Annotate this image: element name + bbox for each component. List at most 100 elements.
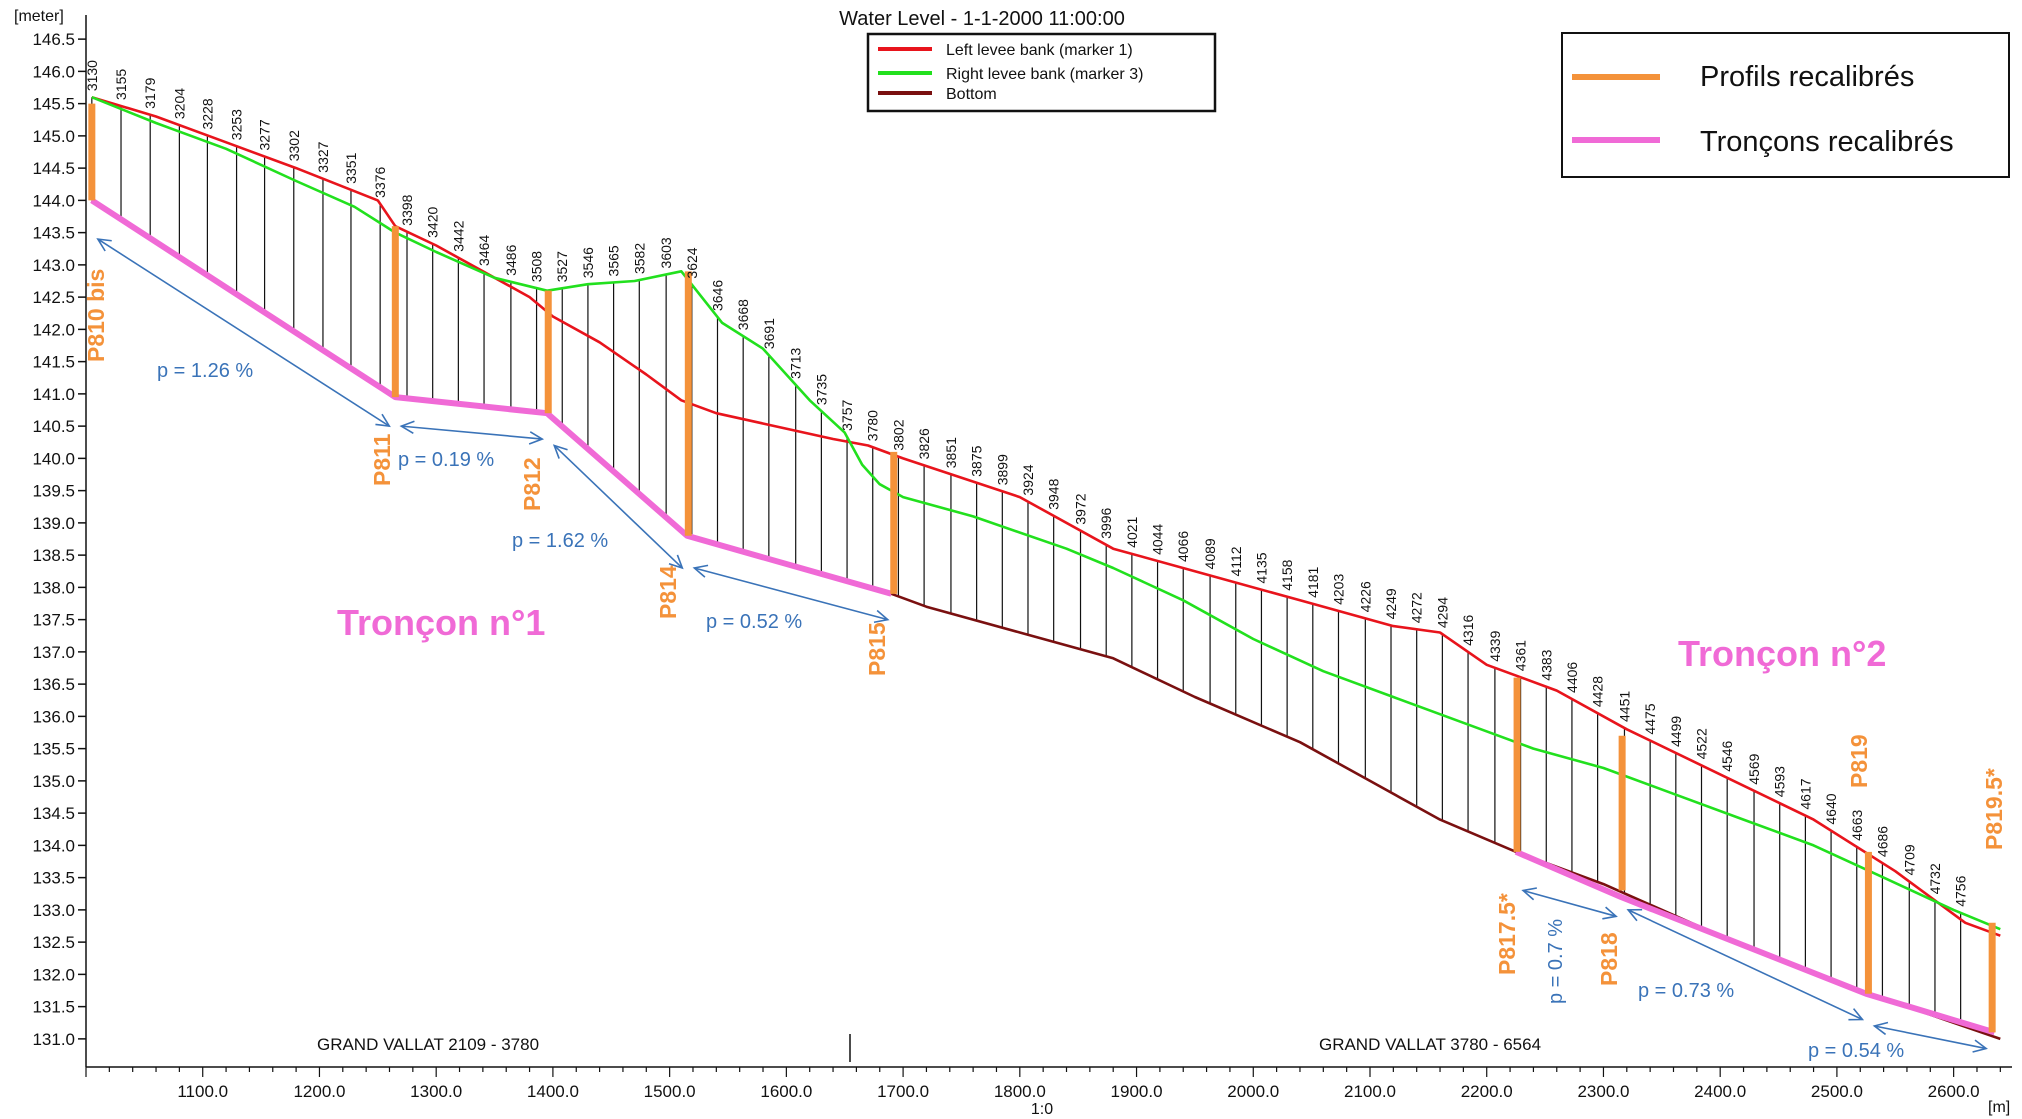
- chainage-label: 4593: [1772, 766, 1788, 797]
- x-tick-label: 1500.0: [644, 1082, 696, 1101]
- x-tick-label: 1400.0: [527, 1082, 579, 1101]
- chainage-label: 3327: [315, 141, 331, 172]
- y-tick-label: 138.5: [32, 546, 75, 565]
- section-label-1: Tronçon n°1: [337, 602, 545, 643]
- slope-label-4: p = 0.52 %: [706, 611, 802, 633]
- x-tick-label: 1900.0: [1111, 1082, 1163, 1101]
- chainage-label: 4499: [1668, 716, 1684, 747]
- y-tick-label: 144.5: [32, 159, 75, 178]
- x-tick-label: 2600.0: [1928, 1082, 1980, 1101]
- x-tick-label: 1300.0: [410, 1082, 462, 1101]
- chainage-label: 3351: [343, 152, 359, 183]
- chainage-label: 4089: [1202, 538, 1218, 569]
- profile-label-p817-5: P817.5*: [1494, 893, 1520, 975]
- chainage-label: 4158: [1279, 559, 1295, 590]
- y-tick-label: 143.0: [32, 256, 75, 275]
- slope-arrow-head: [1848, 1008, 1865, 1021]
- y-tick-label: 132.0: [32, 965, 75, 984]
- chainage-label: 4451: [1616, 691, 1632, 722]
- slope-arrow-head: [1521, 887, 1537, 901]
- profile-label-p812: P812: [519, 457, 545, 511]
- series-line-right-bank: [91, 95, 2001, 931]
- chainage-label: 3398: [399, 194, 415, 225]
- y-axis-label: [meter]: [14, 8, 64, 25]
- chainage-label: 4294: [1434, 597, 1450, 628]
- y-tick-label: 143.5: [32, 224, 75, 243]
- y-tick-label: 146.5: [32, 30, 75, 49]
- chainage-label: 3277: [257, 119, 273, 150]
- y-tick-label: 135.0: [32, 772, 75, 791]
- chainage-label: 4640: [1823, 793, 1839, 824]
- chainage-label: 3899: [994, 454, 1010, 485]
- y-tick-label: 139.5: [32, 482, 75, 501]
- chainage-label: 3780: [865, 410, 881, 441]
- y-tick-label: 142.5: [32, 288, 75, 307]
- y-tick-label: 146.0: [32, 62, 75, 81]
- chainage-label: 3155: [113, 69, 129, 100]
- y-tick-label: 141.0: [32, 385, 75, 404]
- recalibrated-profiles: [88, 103, 1996, 1033]
- y-tick-label: 145.5: [32, 95, 75, 114]
- profile-label-p815: P815: [864, 622, 890, 676]
- cross-section-lines: [91, 97, 1962, 1026]
- chainage-label: 3546: [580, 247, 596, 278]
- slope-arrow-head: [552, 444, 568, 459]
- branch-label-2: GRAND VALLAT 3780 - 6564: [1319, 1035, 1541, 1054]
- slope-arrow-head: [1602, 906, 1618, 920]
- slope-label-5: p = 0.7 %: [1545, 919, 1567, 1004]
- x-tick-label: 2200.0: [1461, 1082, 1513, 1101]
- chainage-label: 3713: [788, 347, 804, 378]
- chainage-label: 4475: [1642, 703, 1658, 734]
- slope-arrow-head: [873, 609, 890, 624]
- slope-arrow-head: [528, 431, 545, 445]
- y-tick-label: 136.5: [32, 675, 75, 694]
- slope-arrow-shaft: [553, 444, 683, 569]
- x-tick-label: 1700.0: [877, 1082, 929, 1101]
- slope-arrow-shaft: [1522, 889, 1617, 918]
- slope-arrow-head: [692, 564, 709, 578]
- chainage-label: 3130: [84, 60, 100, 91]
- chainage-label: 3802: [890, 419, 906, 450]
- y-tick-label: 137.5: [32, 611, 75, 630]
- recalibrated-section-2: [1514, 849, 1996, 1036]
- chainage-label: 3253: [229, 109, 245, 140]
- chainage-label: 4249: [1383, 588, 1399, 619]
- y-tick-label: 132.5: [32, 933, 75, 952]
- chainage-label: 3376: [372, 166, 388, 197]
- chainage-label: 3851: [943, 437, 959, 468]
- y-tick-label: 144.0: [32, 191, 75, 210]
- x-axis-label: [m]: [1988, 1099, 2010, 1116]
- chainage-label: 4226: [1357, 581, 1373, 612]
- legend-label-profiles: Profils recalibrés: [1700, 61, 1914, 93]
- y-tick-label: 133.5: [32, 869, 75, 888]
- chainage-label: 3972: [1073, 493, 1089, 524]
- chainage-label: 4406: [1564, 662, 1580, 693]
- profile-label-p819-5: P819.5*: [1981, 768, 2007, 850]
- y-tick-label: 134.0: [32, 836, 75, 855]
- slope-arrow-head: [1626, 908, 1643, 922]
- slope-arrow-head: [668, 554, 684, 570]
- chainage-label: 4112: [1228, 546, 1244, 576]
- chainage-label: 4021: [1124, 516, 1140, 547]
- slope-label-2: p = 0.19 %: [398, 449, 494, 471]
- chart-title: Water Level - 1-1-2000 11:00:00: [839, 8, 1125, 30]
- chainage-label: 4756: [1953, 875, 1969, 906]
- chainage-label: 3420: [425, 207, 441, 238]
- slope-arrow-shaft: [1627, 909, 1863, 1021]
- chainage-label: 4663: [1849, 809, 1865, 840]
- chainage-label: 3757: [839, 400, 855, 431]
- chainage-label: 3948: [1046, 478, 1062, 509]
- slope-arrow-shaft: [694, 567, 888, 621]
- chainage-label: 3735: [813, 374, 829, 405]
- chainage-label: 3302: [286, 130, 302, 161]
- y-tick-label: 134.5: [32, 804, 75, 823]
- chainage-label: 3204: [171, 88, 187, 119]
- x-tick-label: 2300.0: [1577, 1082, 1629, 1101]
- section-label-2: Tronçon n°2: [1678, 633, 1886, 674]
- scale-label: 1:0: [1031, 1101, 1053, 1118]
- x-tick-label: 1800.0: [994, 1082, 1046, 1101]
- legend-recalibration-box: [1561, 32, 2010, 178]
- slope-arrow-head: [399, 420, 415, 435]
- x-tick-label: 2100.0: [1344, 1082, 1396, 1101]
